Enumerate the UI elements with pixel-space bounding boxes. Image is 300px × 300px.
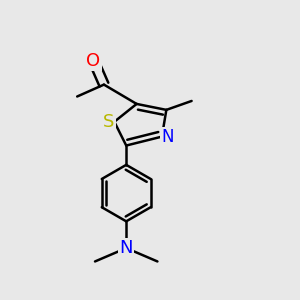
Text: O: O <box>86 52 100 70</box>
Text: S: S <box>103 113 115 131</box>
Text: N: N <box>161 128 173 146</box>
Text: N: N <box>119 239 133 257</box>
